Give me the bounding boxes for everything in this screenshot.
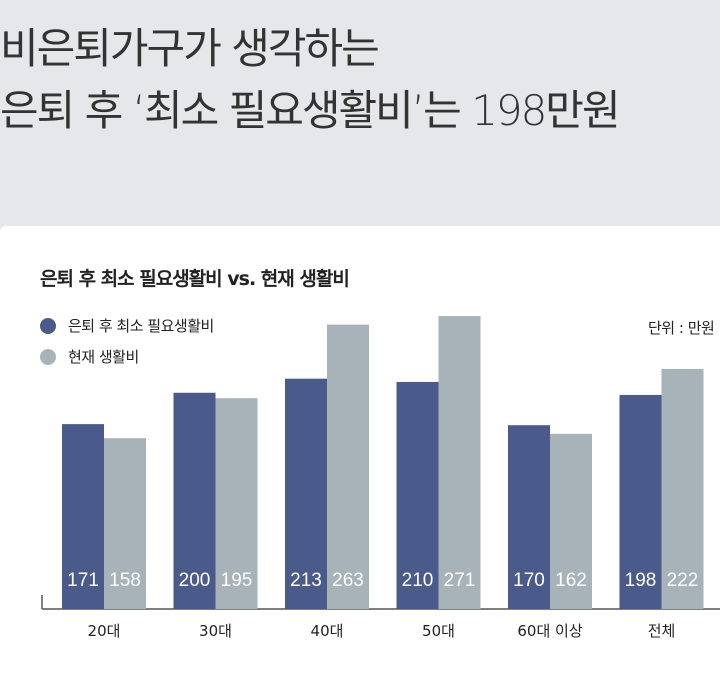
data-label-required-60s-plus: 170 (513, 570, 545, 591)
bar-current-50s (438, 316, 481, 609)
data-label-current-20s: 158 (109, 570, 141, 591)
x-tick-label-20s: 20대 (88, 622, 121, 640)
data-label-required-20s: 171 (67, 570, 99, 591)
bar-current-total (661, 368, 704, 609)
headline-line-2: 은퇴 후 ‘최소 필요생활비’는 198만원 (0, 86, 621, 135)
bar-current-30s (215, 398, 258, 609)
legend-swatch-required (40, 317, 56, 334)
legend-label-required: 은퇴 후 최소 필요생활비 (68, 317, 214, 335)
data-label-current-total: 222 (667, 570, 699, 591)
headline-line-1: 비은퇴가구가 생각하는 (0, 24, 380, 73)
legend-label-current: 현재 생활비 (68, 348, 139, 366)
unit-label: 단위 : 만원 (648, 319, 715, 337)
headline: 비은퇴가구가 생각하는 은퇴 후 ‘최소 필요생활비’는 198만원 (0, 18, 720, 142)
x-tick-label-total: 전체 (648, 622, 676, 640)
bar-required-30s (173, 392, 216, 609)
legend-item-current: 현재 생활비 (40, 346, 139, 367)
data-label-current-50s: 271 (444, 570, 476, 591)
data-label-current-30s: 195 (221, 570, 253, 591)
chart-card: 은퇴 후 최소 필요생활비 vs. 현재 생활비 은퇴 후 최소 필요생활비 현… (0, 226, 720, 675)
legend-swatch-current (40, 348, 56, 365)
data-label-required-50s: 210 (402, 570, 434, 591)
chart-title: 은퇴 후 최소 필요생활비 vs. 현재 생활비 (40, 268, 350, 290)
x-tick-label-30s: 30대 (199, 622, 232, 640)
bar-required-50s (396, 381, 439, 609)
bar-chart: 171 158 20대 200 195 30대 213 263 40대 210 271 50대 170 1… (41, 316, 720, 640)
bar-required-40s (285, 378, 327, 609)
bar-required-total (619, 394, 662, 609)
data-label-required-30s: 200 (179, 570, 211, 591)
data-label-current-60s-plus: 162 (555, 570, 587, 591)
bar-required-20s (62, 424, 104, 609)
data-label-required-40s: 213 (290, 570, 322, 591)
bar-current-60s-plus (550, 433, 592, 609)
data-label-current-40s: 263 (332, 570, 364, 591)
data-label-required-total: 198 (625, 570, 657, 591)
bar-current-20s (104, 438, 146, 609)
bar-current-40s (327, 324, 369, 609)
bar-required-60s-plus (508, 425, 550, 609)
x-tick-label-40s: 40대 (311, 622, 344, 640)
x-tick-label-50s: 50대 (422, 622, 455, 640)
x-tick-label-60s-plus: 60대 이상 (517, 622, 582, 640)
legend-item-required: 은퇴 후 최소 필요생활비 (40, 315, 214, 336)
